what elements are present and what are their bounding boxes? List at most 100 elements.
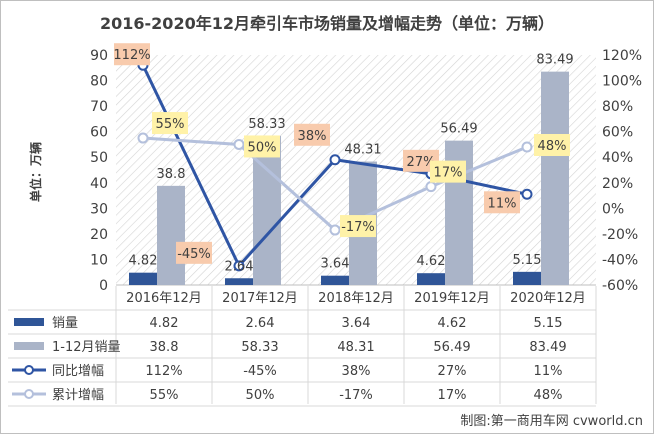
line-value-label-box <box>484 191 520 214</box>
bar-value-label: 2.64 <box>225 259 254 274</box>
bar <box>513 271 541 285</box>
table-cell: 4.82 <box>150 316 179 331</box>
table-cell: 38% <box>342 364 371 379</box>
bar <box>253 135 281 285</box>
y2-tick-label: -60% <box>602 278 638 294</box>
legend-label: 同比增幅 <box>52 364 104 379</box>
legend-label: 累计增幅 <box>52 388 104 403</box>
x-tick-label: 2019年12月 <box>414 291 490 306</box>
table-cell: 50% <box>246 388 275 403</box>
data-labels: 4.82 2.64 3.64 4.62 5.15 38.8 58.33 48.31 56.49 8… <box>113 43 574 274</box>
table-cell: 27% <box>438 364 467 379</box>
bar <box>157 185 185 285</box>
table-cell: 112% <box>145 364 182 379</box>
bar-value-label: 4.62 <box>417 254 446 269</box>
y2-tick-label: 120% <box>602 48 642 64</box>
y2-axis-ticks: -60% -40% -20% 0% 20% 40% 60% 80% 100% 120% <box>602 48 642 294</box>
x-tick-label: 2020年12月 <box>510 291 586 306</box>
line-value-label-box <box>534 134 570 156</box>
bar-value-label: 38.8 <box>157 167 186 182</box>
bar-value-label: 58.33 <box>248 117 285 132</box>
line-point <box>521 188 533 200</box>
legend-key-marker <box>24 365 34 375</box>
legend-label: 1-12月销量 <box>52 340 121 355</box>
line-point <box>137 132 149 144</box>
y2-tick-label: 40% <box>602 150 633 166</box>
line-value-label: -17% <box>341 220 375 235</box>
source-credit: 制图:第一商用车网 cvworld.cn <box>460 413 643 429</box>
bar <box>129 272 157 285</box>
bar-value-label: 83.49 <box>536 53 573 68</box>
table-cell: 48% <box>534 388 563 403</box>
y2-tick-label: 60% <box>602 125 633 141</box>
line-point <box>329 224 341 236</box>
x-tick-label: 2017年12月 <box>222 291 298 306</box>
y-tick-label: 70 <box>90 99 108 115</box>
line-point <box>233 138 245 150</box>
line-value-label-box <box>176 241 212 264</box>
bar <box>321 275 349 285</box>
y-tick-label: 10 <box>90 252 108 268</box>
line-point <box>425 181 437 193</box>
y-tick-label: 60 <box>90 125 108 141</box>
bar-value-label: 4.82 <box>129 254 158 269</box>
table-cell: 3.64 <box>342 316 371 331</box>
x-tick-label: 2016年12月 <box>126 291 202 306</box>
table-cell: -17% <box>339 388 373 403</box>
legend-label: 销量 <box>52 316 78 331</box>
y2-tick-label: 20% <box>602 176 633 192</box>
data-table: 2016年12月 2017年12月 2018年12月 2019年12月 2020年12月… <box>8 286 597 407</box>
bar <box>225 278 253 285</box>
bar-value-label: 56.49 <box>440 122 477 137</box>
line-value-label: 50% <box>248 140 277 155</box>
table-cell: 5.15 <box>534 316 563 331</box>
line-value-label-box <box>114 43 150 66</box>
y-axis-label: 单位：万辆 <box>28 142 43 202</box>
y-tick-label: 30 <box>90 201 108 217</box>
bar-value-label: 3.64 <box>321 257 350 272</box>
y-tick-label: 40 <box>90 176 108 192</box>
table-cell: 58.33 <box>241 340 278 355</box>
y2-tick-label: -40% <box>602 252 638 268</box>
line-value-label: 55% <box>156 117 185 132</box>
line-value-label-box <box>430 160 466 183</box>
line-value-label: 38% <box>298 129 327 144</box>
line-point <box>233 260 245 272</box>
table-cell: 48.31 <box>337 340 374 355</box>
line-value-label: 48% <box>538 139 567 154</box>
table-cell: 17% <box>438 388 467 403</box>
legend-key-marker <box>24 389 34 399</box>
line-value-label: 17% <box>434 166 463 181</box>
line-value-label-box <box>294 123 330 146</box>
legend-key <box>14 318 44 326</box>
bar <box>417 273 445 285</box>
line-value-label-box <box>152 112 188 135</box>
table-cell: -45% <box>243 364 277 379</box>
table-cell: 2.64 <box>246 316 275 331</box>
y2-tick-label: -20% <box>602 227 638 243</box>
table-cell: 38.8 <box>150 340 179 355</box>
table-cell: 55% <box>150 388 179 403</box>
y2-tick-label: 80% <box>602 99 633 115</box>
line-point <box>521 141 533 153</box>
y-tick-label: 50 <box>90 150 108 166</box>
bar-value-label: 48.31 <box>344 143 381 158</box>
line-value-label-box <box>340 215 376 238</box>
line-point <box>329 154 341 166</box>
x-tick-label: 2018年12月 <box>318 291 394 306</box>
y2-tick-label: 0% <box>602 201 624 217</box>
table-cell: 4.62 <box>438 316 467 331</box>
line-value-label: 112% <box>113 48 150 63</box>
chart-title: 2016-2020年12月牵引车市场销量及增幅走势（单位：万辆） <box>100 14 554 33</box>
bar <box>541 71 569 286</box>
y-tick-label: 20 <box>90 227 108 243</box>
y-tick-label: 0 <box>99 278 108 294</box>
y-tick-label: 80 <box>90 74 108 90</box>
line-value-label: -45% <box>177 247 211 262</box>
line-value-label: 27% <box>407 155 436 170</box>
table-cell: 56.49 <box>433 340 470 355</box>
bar-value-label: 5.15 <box>513 253 542 268</box>
line-value-label-box <box>244 135 280 158</box>
